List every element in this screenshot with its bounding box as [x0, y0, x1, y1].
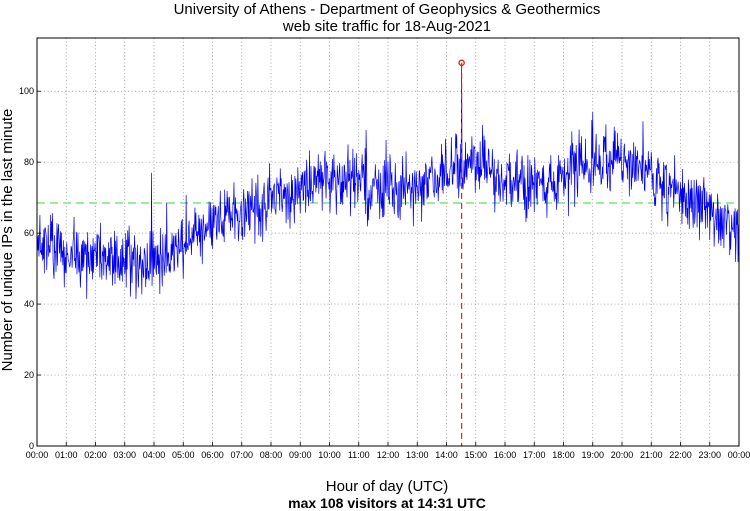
x-tick-label: 04:00 [143, 450, 166, 460]
y-tick-label: 0 [29, 441, 34, 451]
x-tick-label: 23:00 [698, 450, 721, 460]
x-tick-label: 12:00 [377, 450, 400, 460]
x-tick-label: 13:00 [406, 450, 429, 460]
x-axis-ticks: 00:00 01:00 02:00 03:00 04:00 05:00 06:00 07:00… [26, 442, 750, 460]
x-tick-label: 09:00 [289, 450, 312, 460]
y-axis-ticks: 0 20 40 60 80 100 [19, 86, 41, 451]
x-tick-label: 11:00 [348, 450, 370, 460]
chart-title: University of Athens - Department of Geo… [174, 1, 601, 18]
grid [37, 38, 739, 446]
x-tick-label: 06:00 [201, 450, 224, 460]
x-tick-label: 03:00 [113, 450, 136, 460]
x-tick-label: 00:00 [728, 450, 750, 460]
y-tick-label: 40 [24, 299, 34, 309]
max-marker-group [458, 59, 465, 446]
max-point [458, 59, 465, 67]
x-tick-label: 18:00 [552, 450, 575, 460]
y-tick-label: 60 [24, 228, 34, 238]
y-tick-label: 100 [19, 86, 34, 96]
x-tick-label: 20:00 [611, 450, 634, 460]
x-tick-label: 16:00 [494, 450, 517, 460]
max-caption: max 108 visitors at 14:31 UTC [288, 495, 486, 511]
x-tick-label: 07:00 [230, 450, 253, 460]
x-tick-label: 10:00 [318, 450, 341, 460]
x-tick-label: 02:00 [84, 450, 107, 460]
x-tick-label: 05:00 [172, 450, 195, 460]
x-axis-label: Hour of day (UTC) [326, 478, 449, 495]
x-tick-label: 14:00 [435, 450, 458, 460]
x-tick-label: 08:00 [260, 450, 283, 460]
x-tick-label: 22:00 [669, 450, 692, 460]
x-tick-label: 17:00 [523, 450, 546, 460]
x-tick-label: 01:00 [55, 450, 78, 460]
chart-subtitle: web site traffic for 18-Aug-2021 [282, 18, 491, 35]
x-tick-label: 19:00 [581, 450, 604, 460]
y-tick-label: 80 [24, 157, 34, 167]
series-group [36, 62, 740, 300]
series-line [36, 62, 740, 300]
y-tick-label: 20 [24, 370, 34, 380]
y-axis-label: Number of unique IPs in the last minute [0, 109, 16, 372]
x-tick-label: 00:00 [26, 450, 49, 460]
x-tick-label: 15:00 [464, 450, 487, 460]
x-tick-label: 21:00 [640, 450, 663, 460]
